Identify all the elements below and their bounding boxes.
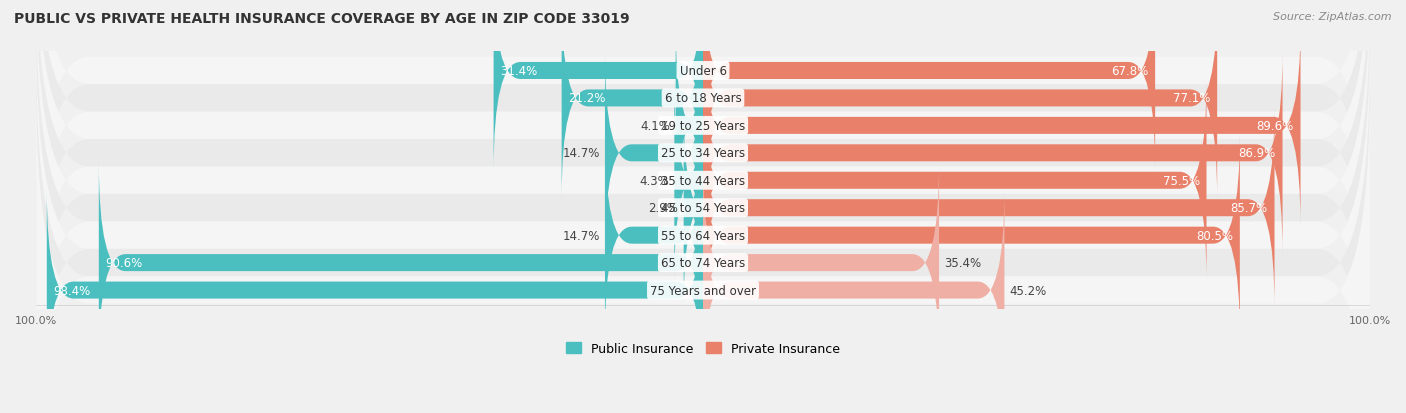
Text: 89.6%: 89.6% <box>1257 120 1294 133</box>
Text: 45.2%: 45.2% <box>1010 284 1047 297</box>
Text: 4.1%: 4.1% <box>641 120 671 133</box>
FancyBboxPatch shape <box>703 80 1206 282</box>
Text: 14.7%: 14.7% <box>562 229 599 242</box>
Text: PUBLIC VS PRIVATE HEALTH INSURANCE COVERAGE BY AGE IN ZIP CODE 33019: PUBLIC VS PRIVATE HEALTH INSURANCE COVER… <box>14 12 630 26</box>
FancyBboxPatch shape <box>703 162 939 364</box>
FancyBboxPatch shape <box>605 52 703 254</box>
FancyBboxPatch shape <box>37 0 1369 359</box>
Text: 80.5%: 80.5% <box>1197 229 1233 242</box>
FancyBboxPatch shape <box>37 0 1369 332</box>
FancyBboxPatch shape <box>37 30 1369 413</box>
Text: 85.7%: 85.7% <box>1230 202 1268 215</box>
FancyBboxPatch shape <box>703 25 1301 227</box>
Text: 77.1%: 77.1% <box>1173 92 1211 105</box>
FancyBboxPatch shape <box>675 80 703 282</box>
FancyBboxPatch shape <box>494 0 703 172</box>
FancyBboxPatch shape <box>561 0 703 200</box>
FancyBboxPatch shape <box>605 135 703 337</box>
Text: 4.3%: 4.3% <box>640 174 669 188</box>
FancyBboxPatch shape <box>703 52 1282 254</box>
Text: 45 to 54 Years: 45 to 54 Years <box>661 202 745 215</box>
Text: 31.4%: 31.4% <box>501 65 537 78</box>
Text: 6 to 18 Years: 6 to 18 Years <box>665 92 741 105</box>
Text: 19 to 25 Years: 19 to 25 Years <box>661 120 745 133</box>
FancyBboxPatch shape <box>37 3 1369 413</box>
FancyBboxPatch shape <box>37 57 1369 413</box>
FancyBboxPatch shape <box>676 107 710 309</box>
Text: 90.6%: 90.6% <box>105 256 143 269</box>
FancyBboxPatch shape <box>703 0 1156 172</box>
Text: 65 to 74 Years: 65 to 74 Years <box>661 256 745 269</box>
Text: 25 to 34 Years: 25 to 34 Years <box>661 147 745 160</box>
Legend: Public Insurance, Private Insurance: Public Insurance, Private Insurance <box>561 337 845 360</box>
Text: 21.2%: 21.2% <box>568 92 606 105</box>
Text: 67.8%: 67.8% <box>1111 65 1149 78</box>
FancyBboxPatch shape <box>37 0 1369 386</box>
Text: 98.4%: 98.4% <box>53 284 91 297</box>
FancyBboxPatch shape <box>37 85 1369 413</box>
FancyBboxPatch shape <box>46 189 703 392</box>
Text: 75 Years and over: 75 Years and over <box>650 284 756 297</box>
Text: 86.9%: 86.9% <box>1239 147 1275 160</box>
FancyBboxPatch shape <box>703 0 1218 200</box>
Text: 2.9%: 2.9% <box>648 202 678 215</box>
Text: 75.5%: 75.5% <box>1163 174 1199 188</box>
FancyBboxPatch shape <box>703 107 1274 309</box>
Text: Under 6: Under 6 <box>679 65 727 78</box>
FancyBboxPatch shape <box>703 189 1004 392</box>
FancyBboxPatch shape <box>676 25 703 227</box>
Text: 35 to 44 Years: 35 to 44 Years <box>661 174 745 188</box>
Text: 55 to 64 Years: 55 to 64 Years <box>661 229 745 242</box>
FancyBboxPatch shape <box>703 135 1240 337</box>
FancyBboxPatch shape <box>98 162 703 364</box>
Text: 14.7%: 14.7% <box>562 147 599 160</box>
Text: Source: ZipAtlas.com: Source: ZipAtlas.com <box>1274 12 1392 22</box>
FancyBboxPatch shape <box>37 0 1369 304</box>
Text: 35.4%: 35.4% <box>945 256 981 269</box>
FancyBboxPatch shape <box>37 0 1369 277</box>
